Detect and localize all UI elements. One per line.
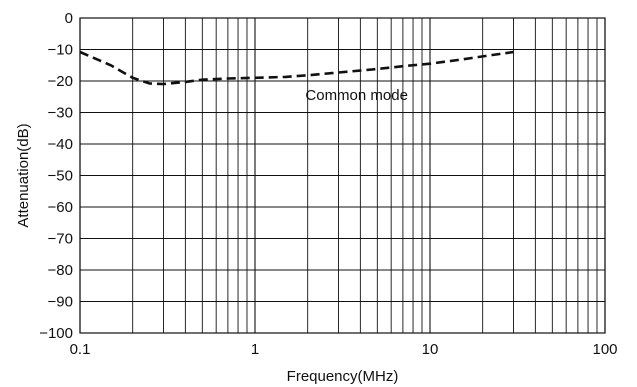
common-mode-series-line: [79, 50, 514, 86]
plot-frame: [79, 17, 606, 334]
annotation-common-mode: Common mode: [305, 87, 408, 104]
y-tick-label: −30: [48, 105, 73, 122]
x-tick-label: 1: [251, 341, 259, 358]
y-tick-label: −10: [48, 42, 73, 59]
x-axis-label: Frequency(MHz): [287, 368, 399, 385]
x-tick-label: 0.1: [70, 341, 91, 358]
y-tick-label: 0: [65, 10, 73, 27]
y-tick-label: −90: [48, 294, 73, 311]
tick-labels: 0.1 1 10 100 0 −10 −20 −30 −40 −50 −60 −70 −80 −90 −10…: [39, 10, 617, 358]
x-tick-label: 10: [422, 341, 439, 358]
y-tick-label: −100: [39, 325, 73, 342]
grid: [79, 17, 606, 334]
y-tick-label: −80: [48, 262, 73, 279]
y-tick-label: −70: [48, 231, 73, 248]
y-tick-label: −50: [48, 168, 73, 185]
y-axis-label: Attenuation(dB): [15, 123, 32, 227]
y-tick-label: −40: [48, 136, 73, 153]
y-tick-label: −60: [48, 199, 73, 216]
y-tick-label: −20: [48, 73, 73, 90]
x-tick-label: 100: [592, 341, 617, 358]
